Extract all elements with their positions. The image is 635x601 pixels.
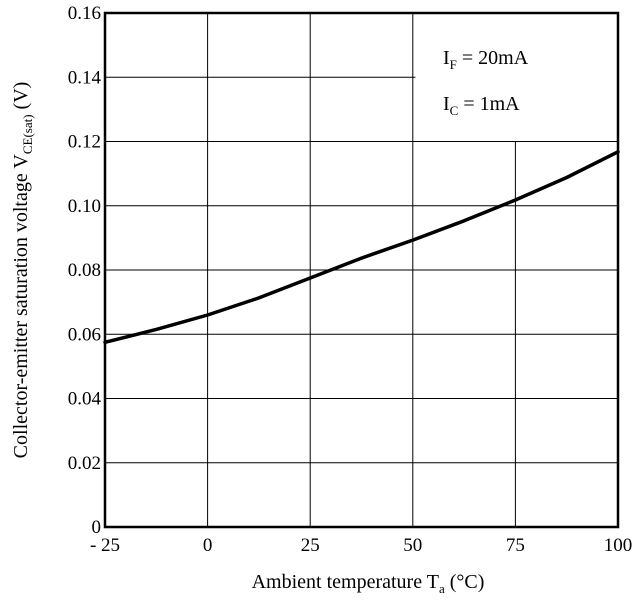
y-tick-label: 0.06 [68, 324, 101, 345]
x-tick-label: 50 [403, 535, 422, 556]
x-tick-label: 25 [301, 535, 320, 556]
x-tick-label: 100 [604, 535, 633, 556]
annotation-if-rest: = 20mA [457, 47, 529, 69]
series-layer [105, 152, 618, 342]
annotation-ic-rest: = 1mA [458, 93, 520, 115]
y-axis-label-sub: CE(sat) [20, 114, 35, 154]
annotation-ic-main: I [443, 93, 450, 115]
annotation-if: IF = 20mA [443, 47, 529, 72]
y-tick-label: 0.14 [68, 67, 102, 88]
annotation-ic: IC = 1mA [443, 93, 520, 118]
annotation-if-main: I [443, 47, 450, 69]
x-tick-label: 75 [506, 535, 525, 556]
x-axis-label-main: Ambient temperature T [252, 571, 439, 593]
x-tick-label: 0 [203, 535, 213, 556]
y-tick-label: 0.04 [68, 389, 102, 410]
y-axis-label: Collector-emitter saturation voltage VCE… [10, 82, 35, 459]
annotation-if-sub: F [450, 57, 457, 72]
series-line [105, 152, 618, 342]
y-axis-label-main: Collector-emitter saturation voltage V [10, 154, 32, 459]
y-tick-labels: 00.020.040.060.080.100.120.140.16 [68, 3, 102, 538]
annotation-ic-sub: C [450, 103, 459, 118]
y-tick-label: 0.02 [68, 453, 101, 474]
x-tick-label: - 25 [90, 535, 120, 556]
y-tick-label: 0.16 [68, 3, 101, 24]
y-tick-label: 0.08 [68, 260, 101, 281]
y-tick-label: 0.12 [68, 132, 101, 153]
y-tick-label: 0.10 [68, 196, 101, 217]
x-tick-labels: - 25 0 25 50 75 100 [90, 535, 632, 556]
x-axis-label: Ambient temperature Ta (°C) [252, 571, 485, 596]
x-axis-label-unit: (°C) [445, 571, 485, 593]
grid [105, 13, 618, 527]
y-axis-label-unit: (V) [10, 82, 32, 115]
